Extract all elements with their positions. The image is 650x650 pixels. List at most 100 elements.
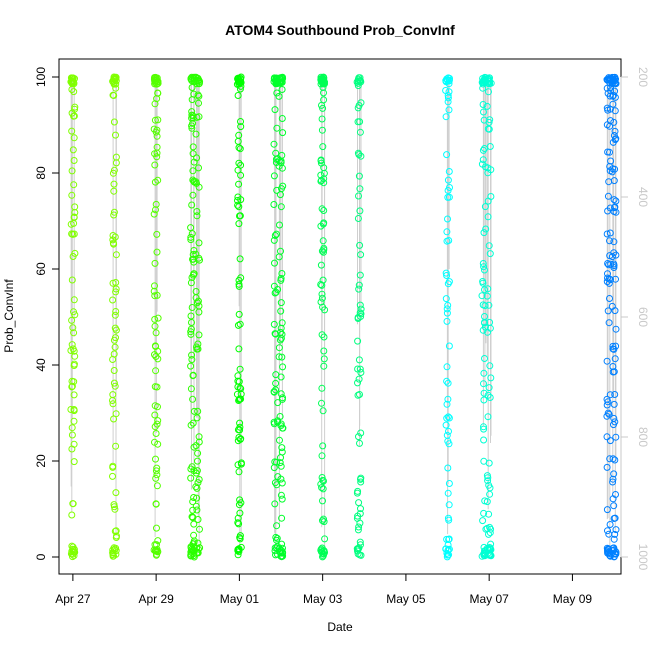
data-point [357,474,365,482]
data-point [484,328,491,336]
data-point [603,463,611,471]
data-point [153,291,161,299]
data-point [444,413,452,421]
data-point [278,495,286,503]
data-point [486,394,494,401]
data-point [355,523,363,531]
data-point [236,365,244,373]
data-point [603,230,611,238]
data-point [606,521,614,528]
data-point [71,352,79,360]
data-point [603,506,611,514]
data-points [67,73,620,561]
data-point [319,497,326,505]
data-point [236,255,244,263]
data-point [193,154,201,162]
data-point [153,524,160,532]
data-point [112,285,120,293]
data-point [236,384,244,392]
data-point [480,396,488,404]
data-point [318,294,326,302]
x-axis-label: Date [327,620,353,634]
data-point [189,271,197,279]
data-point [272,533,280,541]
data-point [194,545,202,553]
data-point [608,253,616,261]
data-point [354,526,362,534]
data-point [278,353,286,361]
data-point [273,230,280,238]
data-point [443,535,451,543]
data-point [153,248,161,256]
data-point [151,116,159,124]
data-point [112,489,120,497]
y-axis-right: 200 400 600 800 1000 [620,67,650,571]
data-point [270,236,278,244]
data-point [235,345,243,353]
data-point [189,395,197,403]
data-point [445,237,453,244]
data-point [273,124,281,132]
data-point [354,365,362,373]
data-point [442,295,450,303]
data-point [604,148,612,156]
data-point [486,545,494,553]
data-point [485,88,492,96]
data-point [236,212,243,220]
data-point [192,130,200,138]
data-point [235,434,243,441]
data-point [236,419,244,427]
data-point [188,230,196,238]
data-point [111,324,119,332]
data-point [610,421,617,429]
data-point [485,242,493,250]
data-point [190,537,198,545]
data-point [67,406,75,413]
data-point [236,320,244,328]
data-point [278,330,286,338]
data-point [150,210,158,218]
data-point [278,444,286,452]
data-point [357,429,365,437]
data-point [611,204,618,212]
data-point [610,368,618,376]
data-point [318,484,326,492]
data-point [444,464,452,472]
data-point [193,299,201,307]
data-point [484,413,492,421]
data-point [234,201,242,209]
data-point [70,80,78,88]
data-point [445,501,453,509]
data-point [611,355,619,363]
data-point [189,419,197,427]
data-point [320,347,328,355]
data-point [70,391,78,399]
data-point [610,345,618,353]
y-tick-label: 80 [34,166,48,180]
data-point [234,519,242,527]
data-point [482,225,490,233]
data-point [605,530,613,538]
data-point [195,438,203,446]
data-point [111,382,119,390]
data-point [604,307,612,315]
data-point [318,384,326,392]
data-point [154,176,162,184]
data-point [444,489,452,497]
data-point [605,178,613,186]
data-point [271,106,279,114]
data-point [486,250,494,258]
data-point [188,463,196,471]
plot-frame [58,58,622,575]
data-point [445,80,453,88]
data-point [194,449,202,457]
data-point [193,506,201,514]
data-point [234,372,242,380]
data-point [276,221,283,229]
data-point [235,548,243,556]
data-point [112,84,120,92]
data-point [318,548,326,556]
data-point [68,511,76,519]
data-point [357,305,365,313]
data-point [151,178,159,186]
